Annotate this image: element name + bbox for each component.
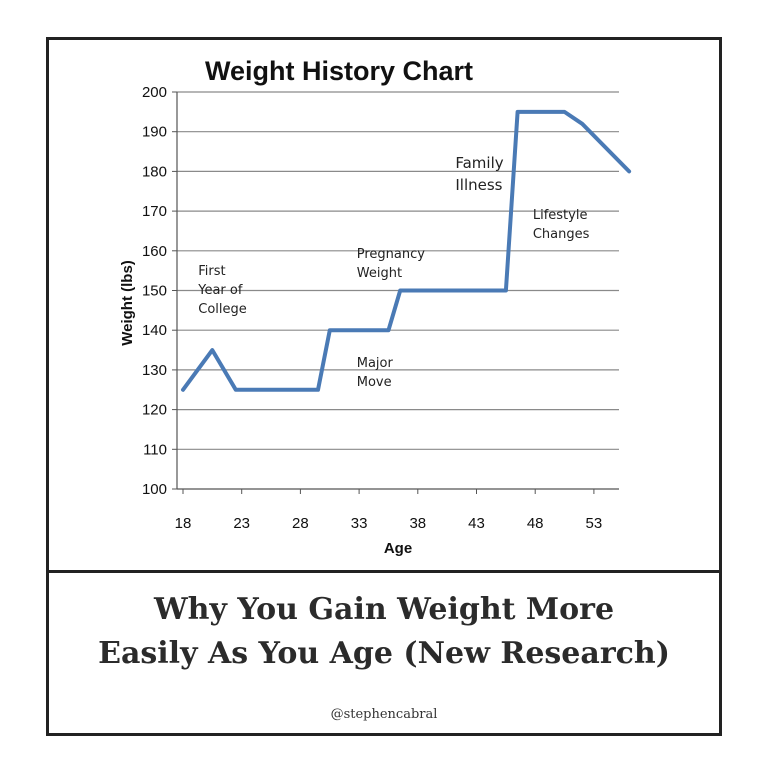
y-tick-label: 140 (142, 322, 167, 339)
author-handle: @stephencabral (330, 707, 438, 722)
chart-svg: 100 110 120 130 140 150 160 170 180 190 200 18 23 28… (119, 84, 632, 557)
weight-series-line (181, 109, 632, 392)
chart-annotation: Family Illness (455, 154, 504, 195)
y-tick-label: 170 (142, 203, 167, 220)
chart-annotation: Pregnancy Weight (356, 246, 425, 281)
image-frame: Weight History Chart 100 110 120 130 140 150 1… (46, 37, 722, 736)
article-headline: Why You Gain Weight More Easily As You A… (98, 592, 670, 671)
x-axis-label: Age (384, 540, 412, 557)
x-tick-label: 53 (586, 515, 603, 532)
chart-annotation: Lifestyle Changes (532, 207, 590, 242)
y-tick-label: 200 (142, 84, 167, 101)
x-tick-label: 43 (468, 515, 485, 532)
chart-annotation: Major Move (356, 356, 393, 391)
y-tick-label: 180 (142, 163, 167, 180)
y-tick-label: 150 (142, 283, 167, 300)
x-tick-label: 28 (292, 515, 309, 532)
chart-annotation: First Year of College (198, 263, 247, 317)
y-tick-label: 160 (142, 243, 167, 260)
chart-panel: Weight History Chart 100 110 120 130 140 150 1… (49, 40, 719, 573)
x-tick-label: 33 (351, 515, 368, 532)
y-tick-label: 100 (142, 481, 167, 498)
y-tick-label: 130 (142, 362, 167, 379)
y-tick-label: 110 (143, 441, 167, 458)
y-tick-label: 190 (142, 124, 167, 141)
x-tick-label: 48 (527, 515, 544, 532)
y-tick-label: 120 (142, 402, 167, 419)
y-axis-label: Weight (lbs) (119, 260, 136, 346)
x-tick-label: 23 (233, 515, 250, 532)
x-tick-label: 18 (175, 515, 192, 532)
chart-title: Weight History Chart (204, 56, 474, 86)
x-tick-label: 38 (409, 515, 426, 532)
